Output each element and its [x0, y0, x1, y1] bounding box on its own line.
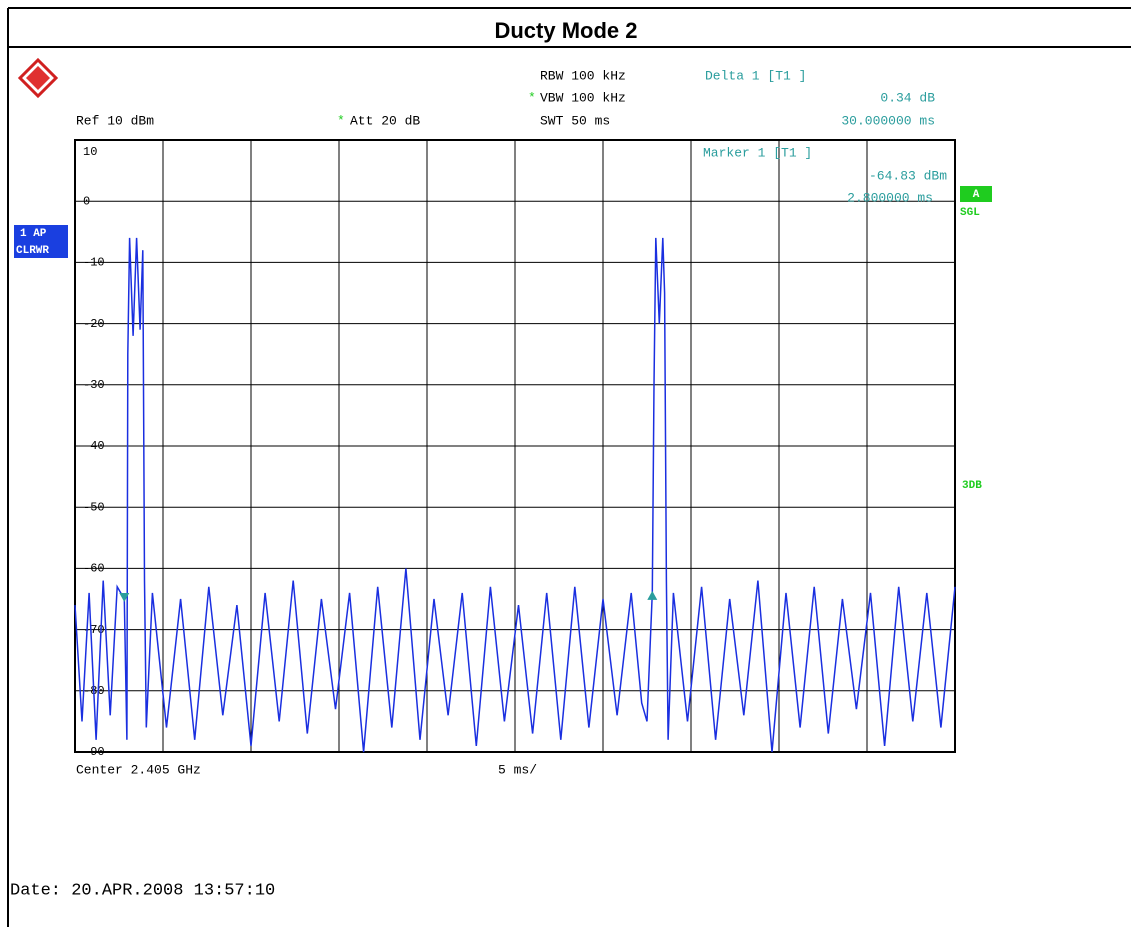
delta-marker	[647, 590, 658, 600]
trace-mode: CLRWR	[16, 245, 49, 257]
date: Date: 20.APR.2008 13:57:10	[10, 881, 275, 900]
trace-mode: 1 AP	[20, 228, 47, 240]
x-label-mid: 5 ms/	[498, 762, 537, 777]
ref-level: Ref 10 dBm	[76, 113, 154, 128]
vbw: VBW 100 kHz	[540, 90, 626, 105]
y-tick-label: -30	[83, 378, 105, 392]
marker-label: Marker 1 [T1 ]	[703, 145, 812, 160]
attenuation: Att 20 dB	[350, 113, 420, 128]
plot-frame	[74, 139, 956, 753]
vbw-star: *	[528, 90, 536, 105]
marker-1	[119, 592, 130, 602]
trace	[74, 237, 956, 753]
delta-label: Delta 1 [T1 ]	[705, 68, 806, 83]
att-star: *	[337, 113, 345, 128]
y-tick-label: -40	[83, 439, 105, 453]
logo	[17, 57, 59, 99]
y-tick-label: -50	[83, 500, 105, 514]
x-label-left: Center 2.405 GHz	[76, 762, 201, 777]
sweep-badge-bg	[960, 186, 992, 202]
rbw: RBW 100 kHz	[540, 68, 626, 83]
swt: SWT 50 ms	[540, 113, 610, 128]
trace-badge	[14, 225, 68, 258]
sweep-badge: A	[973, 189, 980, 201]
y-tick-label: 10	[83, 145, 97, 159]
sweep-mode: SGL	[960, 207, 980, 219]
y-tick-label: -20	[83, 317, 105, 331]
y-tick-label: -70	[83, 623, 105, 637]
chart-title: Ducty Mode 2	[494, 18, 637, 43]
marker-value: -64.83 dBm	[869, 168, 947, 183]
y-tick-label: -60	[83, 562, 105, 576]
y-tick-label: -10	[83, 256, 105, 270]
delta-value: 0.34 dB	[880, 90, 935, 105]
side-note: 3DB	[962, 480, 982, 492]
delta-x: 30.000000 ms	[841, 113, 935, 128]
marker-x: 2.800000 ms	[847, 190, 933, 205]
y-tick-label: 0	[83, 194, 90, 208]
